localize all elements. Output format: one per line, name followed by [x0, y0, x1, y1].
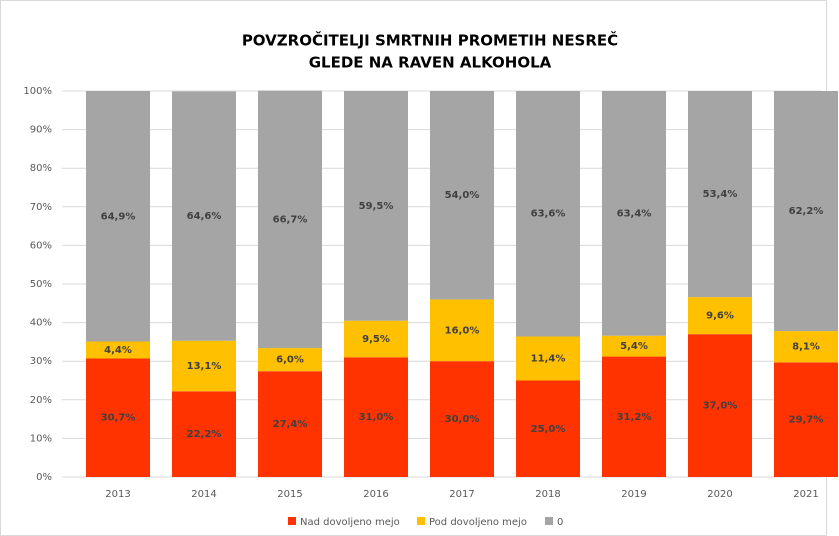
bar-segment — [86, 91, 150, 342]
legend-swatch — [288, 517, 296, 525]
y-tick-label: 0% — [36, 472, 52, 483]
data-label: 64,9% — [101, 211, 136, 222]
bar-segment — [688, 91, 752, 298]
data-label: 4,4% — [104, 345, 132, 356]
data-label: 29,7% — [789, 415, 824, 426]
data-label: 9,5% — [362, 334, 390, 345]
chart-title: POVZROČITELJI SMRTNIH PROMETIH NESREČ — [242, 31, 618, 50]
data-label: 54,0% — [445, 190, 480, 201]
bar-segment — [602, 335, 666, 357]
legend-label: Pod dovoljeno mejo — [429, 517, 527, 528]
data-label: 63,4% — [617, 208, 652, 219]
y-tick-label: 80% — [30, 163, 52, 174]
bar-segment — [688, 297, 752, 335]
bar-segment — [602, 91, 666, 336]
bar-segment — [516, 380, 580, 477]
bar-segment — [258, 90, 322, 349]
data-label: 25,0% — [531, 424, 566, 435]
x-tick-label: 2016 — [363, 489, 388, 500]
legend-swatch — [417, 517, 425, 525]
bar-segment — [172, 340, 236, 392]
bar-segment — [688, 334, 752, 477]
legend-label: Nad dovoljeno mejo — [300, 517, 400, 528]
x-tick-label: 2014 — [191, 489, 216, 500]
data-label: 6,0% — [276, 355, 304, 366]
data-label: 8,1% — [792, 342, 820, 353]
bar-segment — [86, 341, 150, 359]
bar-segment — [344, 91, 408, 321]
bar-segment — [430, 299, 494, 362]
bar-segment — [774, 331, 838, 363]
data-label: 9,6% — [706, 311, 734, 322]
bar-segment — [516, 336, 580, 381]
data-label: 31,0% — [359, 412, 394, 423]
x-tick-label: 2013 — [105, 489, 130, 500]
y-tick-label: 30% — [30, 356, 52, 367]
data-label: 53,4% — [703, 189, 738, 200]
y-tick-label: 70% — [30, 202, 52, 213]
bar-segment — [258, 371, 322, 477]
legend-swatch — [545, 517, 553, 525]
chart-title: GLEDE NA RAVEN ALKOHOLA — [309, 54, 552, 72]
y-tick-label: 90% — [30, 125, 52, 136]
x-tick-label: 2017 — [449, 489, 474, 500]
x-tick-label: 2019 — [621, 489, 646, 500]
x-tick-label: 2018 — [535, 489, 560, 500]
data-label: 30,0% — [445, 414, 480, 425]
data-label: 16,0% — [445, 325, 480, 336]
bar-segment — [430, 91, 494, 300]
bar-segment — [86, 358, 150, 477]
y-tick-label: 10% — [30, 433, 52, 444]
bar-segment — [602, 356, 666, 477]
data-label: 37,0% — [703, 401, 738, 412]
bar-segment — [172, 91, 236, 341]
y-tick-label: 60% — [30, 240, 52, 251]
data-label: 31,2% — [617, 412, 652, 423]
bar-segment — [258, 348, 322, 372]
bar-segment — [344, 320, 408, 358]
bar-segment — [774, 362, 838, 477]
data-label: 59,5% — [359, 201, 394, 212]
data-label: 22,2% — [187, 429, 222, 440]
x-tick-label: 2015 — [277, 489, 302, 500]
bar-segment — [172, 391, 236, 477]
y-tick-label: 20% — [30, 395, 52, 406]
data-label: 13,1% — [187, 361, 222, 372]
data-label: 27,4% — [273, 419, 308, 430]
data-label: 5,4% — [620, 341, 648, 352]
data-label: 63,6% — [531, 209, 566, 220]
y-tick-label: 50% — [30, 279, 52, 290]
data-label: 64,6% — [187, 211, 222, 222]
x-tick-label: 2020 — [707, 489, 732, 500]
data-label: 30,7% — [101, 413, 136, 424]
y-tick-label: 40% — [30, 318, 52, 329]
bar-segment — [774, 91, 838, 332]
bar-segment — [430, 361, 494, 477]
data-label: 66,7% — [273, 214, 308, 225]
y-tick-label: 100% — [23, 86, 52, 97]
bar-segment — [344, 357, 408, 477]
x-tick-label: 2021 — [793, 489, 818, 500]
legend-label: 0 — [557, 517, 563, 528]
data-label: 11,4% — [531, 353, 566, 364]
bar-segment — [516, 91, 580, 337]
data-label: 62,2% — [789, 206, 824, 217]
